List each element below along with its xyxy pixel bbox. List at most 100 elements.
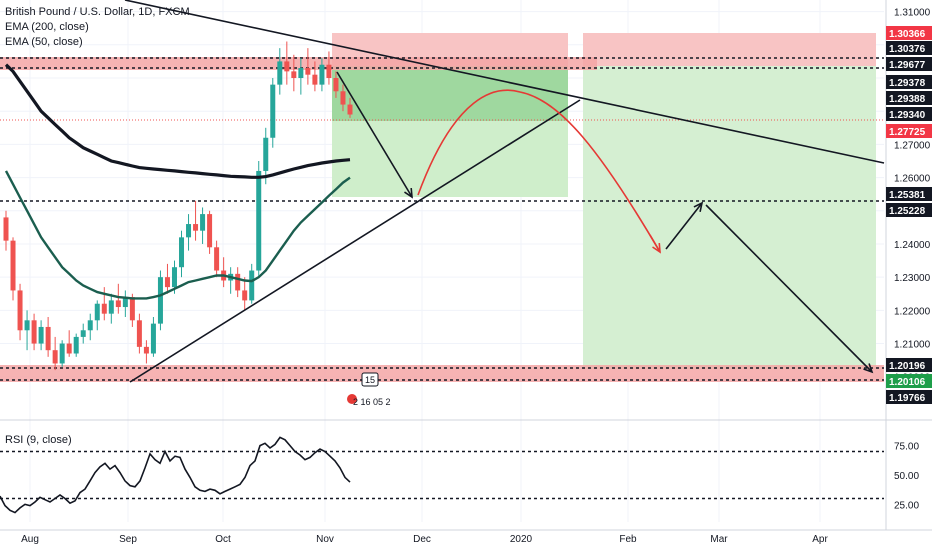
price-tag-9: 1.20196 [889, 361, 926, 372]
event-label: 2 16 05 2 [353, 397, 391, 407]
price-tag-bg-1 [886, 41, 932, 55]
time-tick-3: Nov [316, 534, 334, 545]
candle-body-47 [333, 78, 339, 92]
candle-body-18 [129, 297, 135, 321]
time-tick-8: Apr [812, 534, 828, 545]
price-tag-bg-10 [886, 374, 932, 388]
event-badge-count: 15 [365, 375, 375, 385]
candle-body-20 [143, 346, 149, 354]
price-tag-bg-4 [886, 91, 932, 105]
time-tick-6: Feb [619, 534, 637, 545]
price-tag-bg-3 [886, 75, 932, 89]
candle-body-10 [73, 336, 79, 354]
candle-body-15 [108, 300, 114, 314]
candle-body-41 [291, 71, 297, 79]
candle-body-8 [59, 343, 65, 364]
price-tick-0: 1.31000 [894, 8, 931, 19]
time-tick-1: Sep [119, 534, 137, 545]
price-tag-7: 1.25381 [889, 190, 926, 201]
resistance-band [0, 57, 597, 70]
candle-body-48 [340, 91, 346, 105]
candle-body-37 [263, 137, 269, 171]
candle-body-25 [179, 237, 185, 268]
candle-body-28 [200, 214, 206, 231]
candle-body-26 [186, 224, 192, 238]
trend-drawings [124, 0, 885, 383]
candle-body-16 [115, 300, 121, 308]
target-zone-1b [332, 121, 568, 197]
price-tag-bg-7 [886, 187, 932, 201]
price-tag-2: 1.29677 [889, 60, 926, 71]
price-tick-4: 1.27000 [894, 140, 931, 151]
ema50-legend[interactable]: EMA (50, close) [5, 36, 83, 48]
trade-zones [0, 33, 884, 382]
candle-body-19 [136, 320, 142, 347]
candle-body-27 [193, 224, 199, 231]
ema200-legend[interactable]: EMA (200, close) [5, 21, 89, 33]
rsi-tick-0: 75.00 [894, 442, 919, 453]
candle-body-46 [326, 64, 332, 79]
candle-body-14 [101, 303, 107, 314]
candle-body-23 [164, 277, 170, 288]
ema-lines [4, 63, 351, 300]
price-tag-bg-11 [886, 390, 932, 404]
candle-body-2 [17, 290, 23, 331]
price-tag-10: 1.20106 [889, 377, 926, 388]
target-zone-2 [583, 66, 876, 369]
time-tick-5: 2020 [510, 534, 533, 545]
descending-trendline [124, 0, 885, 164]
rsi-line [0, 436, 351, 514]
price-tag-bg-0 [886, 26, 932, 40]
rsi-legend[interactable]: RSI (9, close) [5, 434, 72, 446]
target-zone-1a [332, 66, 568, 121]
candle-body-12 [87, 320, 93, 331]
candle-body-22 [157, 277, 163, 324]
candle-body-1 [10, 240, 16, 291]
price-tag-bg-5 [886, 107, 932, 121]
candle-body-38 [270, 84, 276, 138]
price-tag-bg-6 [886, 124, 932, 138]
time-tick-7: Mar [710, 534, 728, 545]
candle-body-39 [277, 61, 283, 85]
price-tag-11: 1.19766 [889, 393, 926, 404]
rsi-tick-1: 50.00 [894, 471, 919, 482]
price-tick-9: 1.22000 [894, 306, 931, 317]
events-marker[interactable]: 15 2 16 05 2 [347, 372, 391, 407]
candle-body-3 [24, 320, 30, 331]
candle-body-11 [80, 330, 86, 337]
candle-body-17 [122, 297, 128, 308]
event-flag-icon [347, 394, 357, 404]
time-tick-2: Oct [215, 534, 231, 545]
ema50-line [4, 170, 351, 300]
candles [3, 41, 353, 371]
price-tag-5: 1.29340 [889, 110, 926, 121]
candle-body-42 [298, 68, 304, 79]
arrow-up-head [693, 201, 704, 212]
support-band [0, 365, 884, 382]
candle-body-21 [150, 323, 156, 354]
red-projection-arrow-head [652, 242, 661, 254]
ema200-line [4, 63, 351, 179]
red-projection-curve [417, 89, 661, 253]
candle-body-9 [66, 343, 72, 354]
price-tag-6: 1.27725 [889, 127, 926, 138]
candle-body-24 [171, 267, 177, 288]
level-lines [0, 57, 884, 381]
chart-title: British Pound / U.S. Dollar, 1D, FXCM [5, 6, 190, 18]
price-tick-10: 1.21000 [894, 340, 931, 351]
price-tag-8: 1.25228 [889, 206, 926, 217]
arrow-down-1 [336, 71, 413, 198]
candle-body-7 [52, 350, 58, 364]
candle-body-35 [249, 270, 255, 301]
candle-body-34 [242, 290, 248, 301]
red-projection-arrow [649, 234, 661, 253]
candle-body-30 [214, 247, 220, 271]
candle-body-6 [45, 326, 51, 351]
price-tag-3: 1.29378 [889, 78, 926, 89]
price-tick-7: 1.24000 [894, 240, 931, 251]
price-tag-4: 1.29388 [889, 94, 926, 105]
price-tag-0: 1.30366 [889, 29, 926, 40]
